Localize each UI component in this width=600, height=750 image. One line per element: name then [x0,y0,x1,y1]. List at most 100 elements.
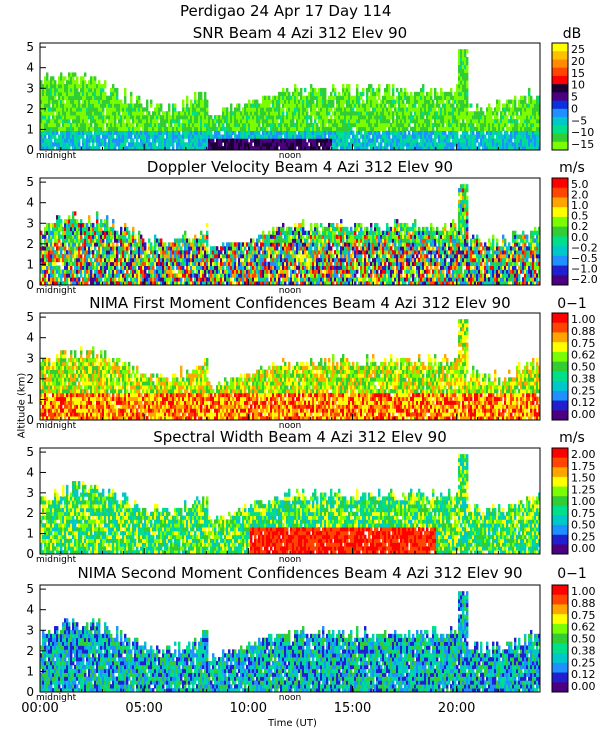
x-tick-label: 10:00 [230,701,267,716]
colorbar-tick-label: 0.25 [571,656,596,669]
colorbar-tick-label: 0.2 [571,220,589,233]
x-tick-label: 20:00 [438,701,475,716]
panel-title: NIMA First Moment Confidences Beam 4 Azi… [89,294,510,312]
y-tick-label: 5 [26,445,34,459]
colorbar-tick-label: 5.0 [571,178,589,191]
colorbar-tick-label: 0.5 [571,210,589,223]
y-tick-label: 5 [26,175,34,189]
y-tick-label: 3 [26,216,34,230]
midnight-label: midnight [36,286,77,296]
y-tick-label: 5 [26,582,34,596]
y-tick-label: 2 [26,102,34,116]
heatmap-cells [40,454,541,555]
colorbar-tick-label: −10 [571,126,594,139]
panel-title: SNR Beam 4 Azi 312 Elev 90 [193,24,407,42]
colorbar-tick-label: 0.12 [571,396,596,409]
colorbar-tick-label: −1.0 [571,262,598,275]
colorbar-tick-label: −15 [571,138,594,151]
colorbar-unit: 0−1 [557,566,587,582]
colorbar-tick-label: 2.00 [571,448,596,461]
heatmap-cells [40,591,541,693]
y-tick-label: 1 [26,392,34,406]
panel-2: Doppler Velocity Beam 4 Azi 312 Elev 90 m… [26,158,597,296]
noon-label: noon [279,421,301,431]
noon-label: noon [279,151,301,161]
panel-title: NIMA Second Moment Confidences Beam 4 Az… [77,564,522,582]
colorbar-tick-label: 0.0 [571,231,589,244]
colorbar: 5.02.01.00.50.20.0−0.2−0.5−1.0−2.0 [551,177,598,286]
colorbar-tick-label: −5 [571,114,587,127]
colorbar-tick-label: 0.75 [571,337,596,350]
colorbar-tick-label: 0.62 [571,621,596,634]
x-tick-label: 05:00 [125,701,162,716]
colorbar-tick-label: 1.00 [571,585,596,598]
x-tick-label: 15:00 [334,701,371,716]
colorbar-tick-label: 0.62 [571,349,596,362]
heatmap-cells [40,319,541,421]
y-tick-label: 0 [26,685,34,699]
y-tick-label: 3 [26,623,34,637]
midnight-label: midnight [36,693,77,703]
colorbar-tick-label: 2.0 [571,189,589,202]
colorbar-tick-label: 0.38 [571,644,596,657]
y-tick-label: 0 [26,547,34,561]
panel-title: Doppler Velocity Beam 4 Azi 312 Elev 90 [147,158,453,176]
colorbar-tick-label: 25 [571,43,585,56]
noon-label: noon [279,555,301,565]
panel-title: Spectral Width Beam 4 Azi 312 Elev 90 [153,428,447,446]
noon-label: noon [279,693,301,703]
colorbar-tick-label: 1.25 [571,483,596,496]
colorbar-tick-label: 0 [571,102,578,115]
colorbar-tick-label: 0.50 [571,633,596,646]
y-tick-label: 1 [26,257,34,271]
colorbar-tick-label: 0.25 [571,530,596,543]
noon-label: noon [279,286,301,296]
colorbar-tick-label: 1.0 [571,199,589,212]
panel-5: NIMA Second Moment Confidences Beam 4 Az… [26,564,595,703]
colorbar-tick-label: 0.25 [571,384,596,397]
panel-4: Spectral Width Beam 4 Azi 312 Elev 90 m/s… [26,428,595,565]
colorbar-tick-label: −0.2 [571,241,598,254]
y-tick-label: 4 [26,196,34,210]
y-tick-label: 0 [26,143,34,157]
colorbar-tick-label: −0.5 [571,252,598,265]
x-axis-label: Time (UT) [268,718,317,729]
x-tick-label: 00:00 [21,701,58,716]
y-tick-label: 1 [26,527,34,541]
y-tick-label: 0 [26,413,34,427]
y-tick-label: 1 [26,664,34,678]
colorbar-tick-label: 1.50 [571,472,596,485]
colorbar-tick-label: 20 [571,55,585,68]
figure-header: Perdigao 24 Apr 17 Day 114 [180,2,392,20]
y-tick-label: 0 [26,278,34,292]
y-tick-label: 4 [26,465,34,479]
colorbar-unit: 0−1 [557,296,587,312]
colorbar-tick-label: 0.50 [571,361,596,374]
heatmap-cells [40,184,541,286]
colorbar-tick-label: 0.75 [571,609,596,622]
colorbar: 1.000.880.750.620.500.380.250.120.00 [551,584,596,693]
colorbar: 1.000.880.750.620.500.380.250.120.00 [551,312,596,421]
y-tick-label: 2 [26,237,34,251]
y-tick-label: 4 [26,603,34,617]
y-tick-label: 5 [26,310,34,324]
y-tick-label: 4 [26,61,34,75]
colorbar-tick-label: 0.88 [571,597,596,610]
colorbar-tick-label: 0.75 [571,507,596,520]
colorbar-tick-label: −2.0 [571,273,598,286]
colorbar-unit: dB [563,26,582,42]
y-tick-label: 5 [26,40,34,54]
y-tick-label: 2 [26,644,34,658]
y-tick-label: 3 [26,351,34,365]
midnight-label: midnight [36,151,77,161]
y-tick-label: 1 [26,122,34,136]
panel-1: SNR Beam 4 Azi 312 Elev 90 dB 0 1 2 3 4 5 midnig… [26,24,594,161]
colorbar: 2.001.751.501.251.000.750.500.250.00 [551,447,596,555]
colorbar-tick-label: 1.00 [571,313,596,326]
colorbar-tick-label: 5 [571,91,578,104]
colorbar-tick-label: 1.00 [571,495,596,508]
colorbar-tick-label: 0.38 [571,372,596,385]
